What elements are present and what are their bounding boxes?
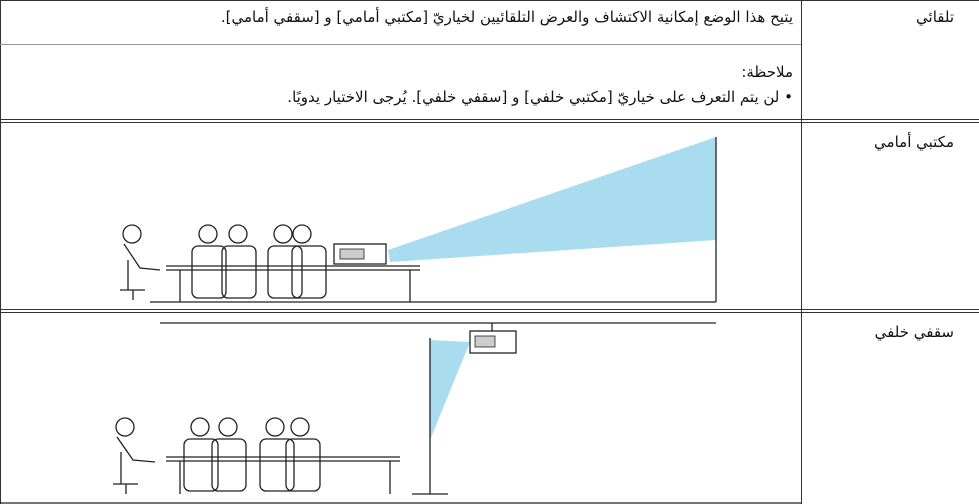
row-label: تلقائي	[916, 8, 954, 26]
border	[0, 309, 979, 310]
border	[0, 122, 979, 123]
row-label: مكتبي أمامي	[874, 133, 954, 151]
note-title: ملاحظة:	[741, 63, 793, 81]
description: يتيح هذا الوضع إمكانية الاكتشاف والعرض ا…	[220, 8, 793, 26]
border	[801, 0, 802, 504]
row-label: سقفي خلفي	[874, 323, 954, 341]
note-text: لن يتم التعرف على خياريّ [مكتبي خلفي] و …	[287, 88, 780, 106]
note-item: • لن يتم التعرف على خياريّ [مكتبي خلفي] …	[287, 88, 793, 106]
border	[0, 312, 979, 313]
border	[0, 0, 1, 504]
ceiling-rear-illustration	[0, 322, 801, 504]
desk-front-illustration	[120, 137, 717, 303]
border	[0, 119, 979, 120]
border	[0, 0, 979, 1]
separator	[0, 44, 801, 45]
